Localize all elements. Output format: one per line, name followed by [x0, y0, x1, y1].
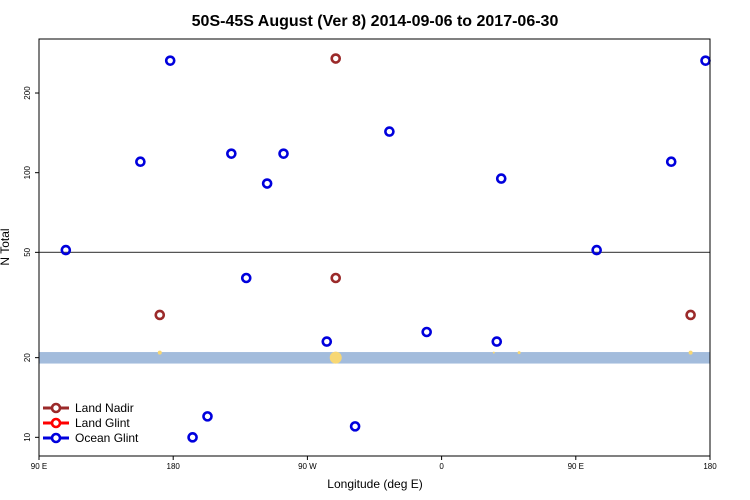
sun-mark — [329, 351, 342, 364]
data-point — [700, 55, 711, 66]
sun-mark — [157, 350, 162, 355]
legend-label: Land Nadir — [75, 401, 134, 415]
legend-swatch-marker — [50, 432, 62, 444]
glint-band — [39, 352, 710, 364]
sun-mark — [492, 351, 495, 354]
plot-area — [39, 53, 711, 443]
data-point — [261, 178, 273, 189]
chart-title: 50S-45S August (Ver 8) 2014-09-06 to 201… — [192, 13, 559, 30]
y-tick-label: 20 — [23, 353, 32, 362]
data-point — [330, 272, 342, 284]
legend-swatch-marker — [50, 402, 62, 414]
legend-label: Ocean Glint — [75, 431, 139, 445]
legend-label: Land Glint — [75, 416, 130, 430]
data-point — [685, 309, 696, 321]
data-point — [491, 336, 503, 347]
x-tick-label: 0 — [439, 462, 444, 471]
data-point — [349, 421, 361, 432]
data-point — [421, 326, 432, 338]
data-point — [202, 411, 213, 422]
y-tick-label: 10 — [23, 432, 32, 441]
x-tick-label: 90 E — [568, 462, 584, 471]
data-point — [495, 173, 507, 184]
y-tick-label: 100 — [23, 165, 32, 179]
data-point — [154, 309, 166, 321]
sun-mark — [688, 350, 693, 355]
x-axis-ticks: 90 E 180 90 W 0 90 E 180 — [31, 456, 717, 471]
plot-frame — [38, 38, 711, 457]
data-point — [278, 148, 289, 159]
data-point — [665, 156, 677, 168]
data-point — [164, 55, 176, 66]
y-tick-label: 200 — [23, 86, 32, 100]
data-point — [384, 126, 395, 137]
data-point — [60, 244, 72, 256]
x-axis-label: Longitude (deg E) — [327, 477, 422, 491]
data-point — [321, 336, 333, 347]
data-point — [135, 156, 146, 168]
y-axis-ticks: 10 20 50 100 200 — [23, 86, 39, 442]
y-tick-label: 50 — [23, 247, 32, 256]
x-tick-label: 180 — [703, 462, 717, 471]
data-point — [187, 432, 198, 443]
sun-mark — [517, 351, 521, 355]
x-tick-label: 90 E — [31, 462, 47, 471]
data-point — [330, 53, 342, 64]
x-tick-label: 90 W — [298, 462, 317, 471]
legend-swatch-marker — [50, 417, 62, 429]
data-point — [591, 244, 602, 256]
data-point — [240, 272, 252, 284]
data-point — [226, 148, 237, 159]
x-tick-label: 180 — [167, 462, 181, 471]
y-axis-label: N Total — [0, 228, 12, 265]
